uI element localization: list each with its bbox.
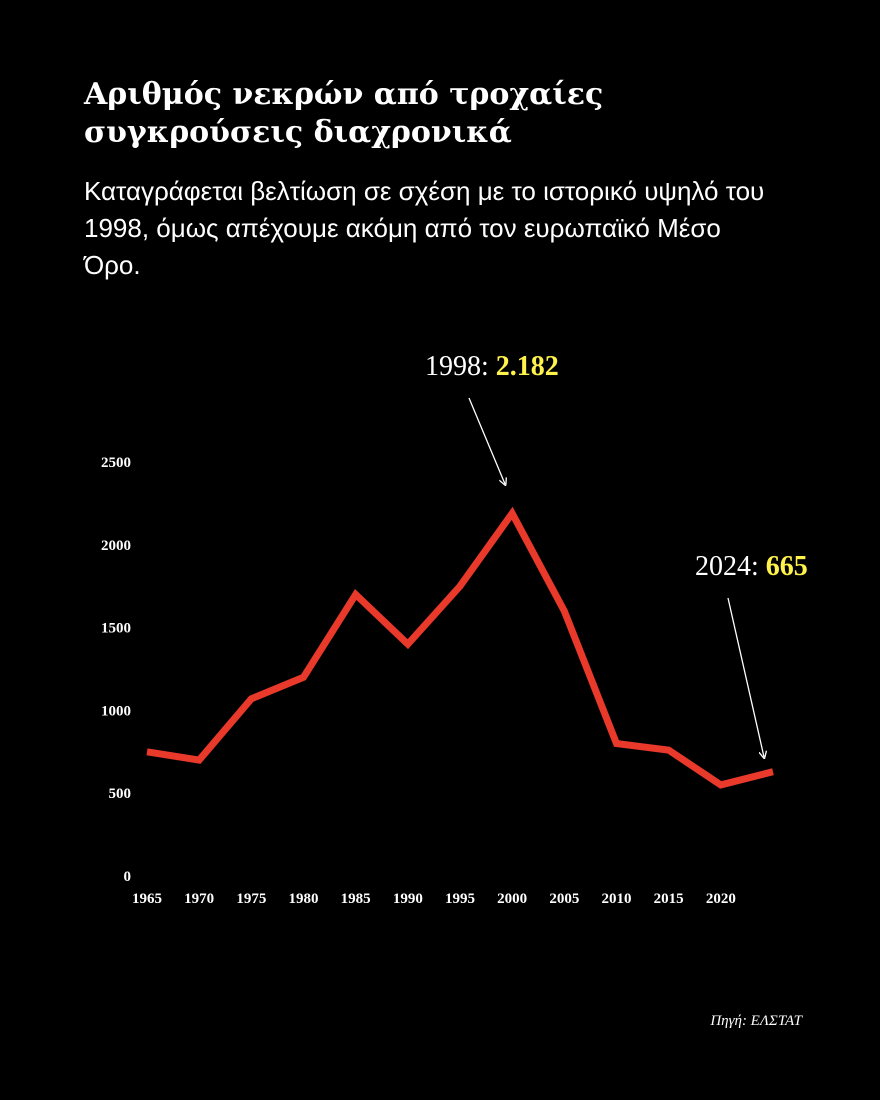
annotation-label: 2024: 665 [695, 551, 808, 582]
annotation-arrow [468, 397, 505, 484]
annotations: 1998: 2.182 2024: 665 [425, 351, 808, 757]
x-tick-label: 2020 [706, 891, 736, 907]
series-line [146, 506, 774, 789]
annotation-year: 2024: [695, 551, 766, 582]
x-tick-label: 1975 [236, 891, 266, 907]
y-tick-label: 1000 [101, 703, 131, 719]
x-tick-label: 1985 [341, 891, 371, 907]
x-tick-label: 1995 [445, 891, 475, 907]
annotation-label: 1998: 2.182 [425, 351, 559, 382]
y-tick-label: 1500 [101, 621, 131, 637]
y-tick-label: 2000 [101, 538, 131, 554]
x-tick-label: 2010 [602, 891, 632, 907]
y-axis: 0 500 1000 1500 2000 2500 [101, 455, 131, 885]
x-tick-label: 1970 [184, 891, 214, 907]
x-tick-label: 2005 [549, 891, 579, 907]
y-tick-label: 0 [124, 869, 132, 885]
y-tick-label: 2500 [101, 455, 131, 471]
annotation-arrow [727, 597, 764, 757]
x-tick-label: 2015 [654, 891, 684, 907]
annotation-value: 2.182 [496, 351, 559, 382]
chart-title: Αριθμός νεκρών από τροχαίες συγκρούσεις … [84, 77, 604, 150]
annotation-year: 1998: [425, 351, 496, 382]
x-tick-label: 1990 [393, 891, 423, 907]
series-group [146, 506, 774, 789]
x-tick-label: 1965 [132, 891, 162, 907]
chart-subtitle: Καταγράφεται βελτίωση σε σχέση με το ιστ… [84, 176, 765, 280]
annotation-value: 665 [766, 551, 808, 582]
y-tick-label: 500 [109, 786, 132, 802]
x-tick-label: 2000 [497, 891, 527, 907]
x-tick-label: 1980 [289, 891, 319, 907]
source-note: Πηγή: ΕΛΣΤΑΤ [710, 1013, 802, 1029]
x-axis: 1965 1970 1975 1980 1985 1990 1995 2000 2005 2010… [132, 891, 736, 907]
